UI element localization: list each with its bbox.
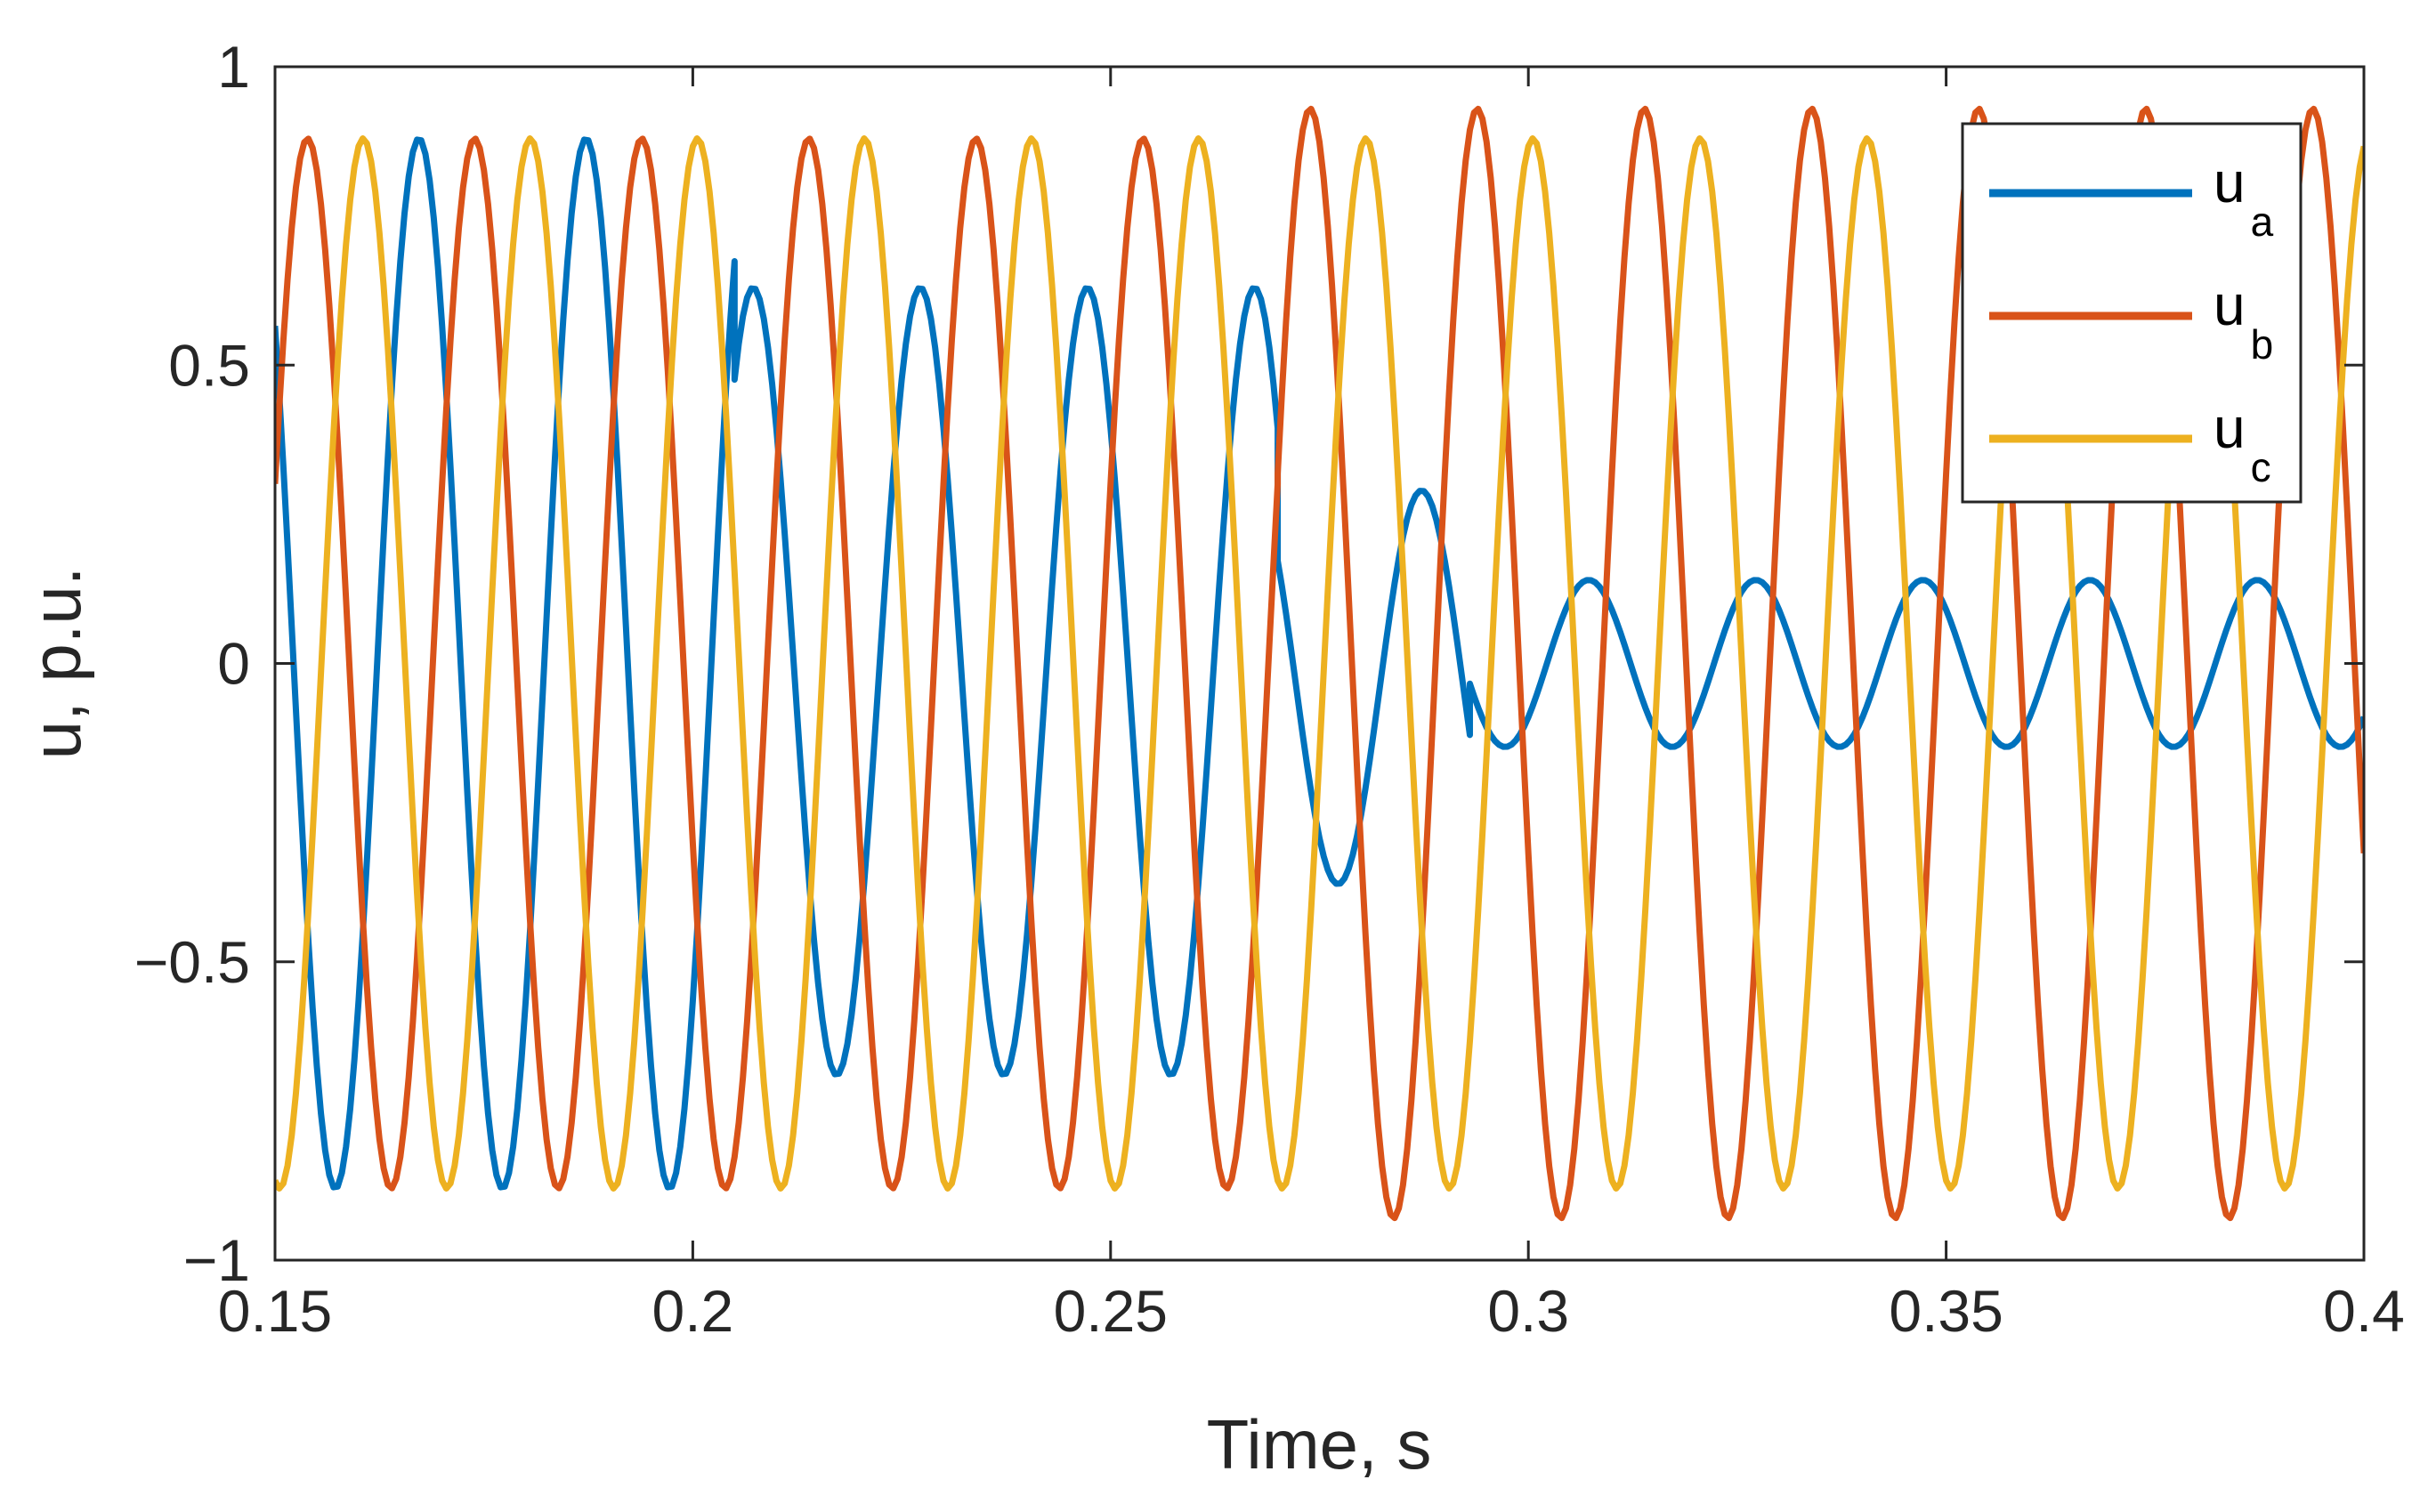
legend-label-main: u [2214,150,2246,214]
x-tick-label: 0.3 [1487,1278,1569,1344]
legend-label-main: u [2214,396,2246,460]
legend-label-a: ua [2214,150,2274,245]
axis-ticks [273,65,2366,1262]
axis-tick-labels: 0.15 0.2 0.25 0.3 0.35 0.4 −1 −0.5 0 0.5 1 [134,34,2405,1344]
y-tick-label: 0.5 [168,332,250,398]
y-tick-label: 1 [217,34,250,100]
legend-label-c: uc [2214,396,2271,490]
x-axis-label: Time, s [1207,1405,1432,1484]
series-line-b [275,105,2364,1222]
legend-label-subscript: a [2251,198,2274,245]
x-tick-label: 0.2 [652,1278,734,1344]
legend-label-subscript: c [2251,444,2271,490]
y-tick-label: 0 [217,631,250,697]
x-tick-label: 0.25 [1054,1278,1168,1344]
y-axis-label: u, p.u. [17,567,95,760]
y-tick-label: −1 [183,1227,250,1293]
x-tick-label: 0.4 [2323,1278,2405,1344]
legend-label-main: u [2214,273,2246,337]
x-tick-label: 0.35 [1889,1278,2003,1344]
x-tick-label: 0.15 [218,1278,332,1344]
y-tick-label: −0.5 [134,929,250,995]
legend-label-subscript: b [2251,321,2274,368]
legend-label-b: ub [2214,273,2273,368]
